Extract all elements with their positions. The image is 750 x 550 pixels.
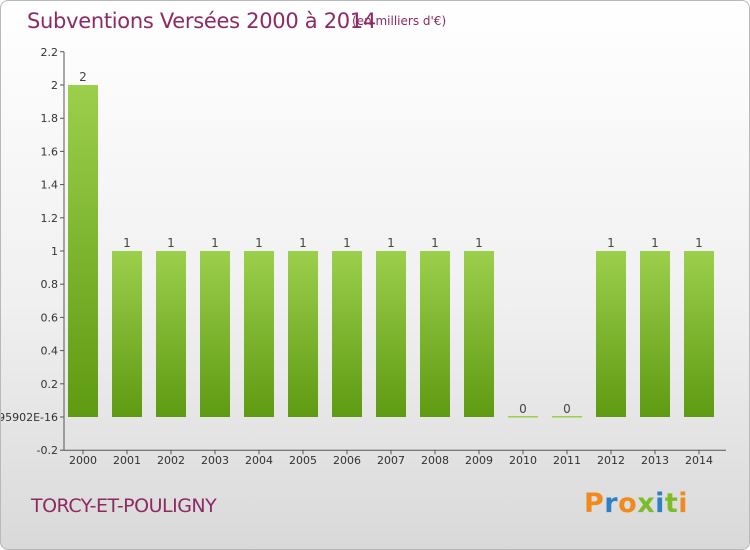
chart-subtitle: (en milliers d'€): [352, 14, 447, 28]
logo-letter: o: [618, 488, 638, 519]
logo-letter: P: [584, 488, 605, 519]
y-tick-label: 2: [51, 79, 58, 92]
y-tick-label: 0.6: [41, 311, 59, 324]
bar: [508, 416, 538, 418]
x-tick-label: 2013: [641, 454, 669, 467]
y-tick-label: 1.2: [41, 212, 59, 225]
x-tick-label: 2005: [289, 454, 317, 467]
y-tick-label: 2.2: [41, 46, 59, 59]
data-label: 1: [387, 236, 395, 250]
bar: [464, 251, 494, 417]
bar: [684, 251, 714, 417]
y-tick-label: -0.2: [37, 444, 58, 457]
bar: [332, 251, 362, 417]
y-tick-label: 1.8: [41, 112, 59, 125]
x-tick-label: 2000: [69, 454, 97, 467]
chart-title: Subventions Versées 2000 à 2014: [27, 9, 376, 33]
x-tick-label: 2011: [553, 454, 581, 467]
data-label: 0: [519, 402, 527, 416]
data-label: 1: [607, 236, 615, 250]
data-label: 1: [475, 236, 483, 250]
logo-letter: t: [664, 488, 679, 519]
bar: [200, 251, 230, 417]
x-tick-label: 2008: [421, 454, 449, 467]
bar: [596, 251, 626, 417]
logo-letter: i: [678, 488, 689, 519]
x-tick-label: 2003: [201, 454, 229, 467]
x-tick-label: 2006: [333, 454, 361, 467]
x-tick-label: 2010: [509, 454, 537, 467]
y-tick-label: 0.4: [41, 345, 59, 358]
data-label: 1: [695, 236, 703, 250]
data-label: 1: [299, 236, 307, 250]
commune-name: TORCY-ET-POULIGNY: [31, 495, 217, 517]
bar: [420, 251, 450, 417]
data-label: 1: [123, 236, 131, 250]
bar: [244, 251, 274, 417]
x-tick-label: 2012: [597, 454, 625, 467]
bar: [552, 416, 582, 418]
data-label: 1: [343, 236, 351, 250]
x-tick-label: 2002: [157, 454, 185, 467]
x-tick-label: 2009: [465, 454, 493, 467]
data-label: 1: [211, 236, 219, 250]
data-label: 1: [431, 236, 439, 250]
proxiti-logo: Proxiti: [584, 488, 688, 519]
y-tick-label: 0.8: [41, 278, 59, 291]
x-tick-label: 2014: [685, 454, 713, 467]
bar: [376, 251, 406, 417]
bar: [68, 85, 98, 417]
y-tick-label: 1: [51, 245, 58, 258]
logo-letter: x: [637, 488, 656, 519]
y-tick-label: 0.2: [41, 378, 59, 391]
x-tick-label: 2004: [245, 454, 273, 467]
y-tick-label: -1.5265566588595902E-16: [1, 411, 58, 424]
data-label: 1: [651, 236, 659, 250]
data-label: 2: [79, 70, 87, 84]
x-tick-label: 2007: [377, 454, 405, 467]
y-tick-label: 1.4: [41, 179, 59, 192]
bar: [288, 251, 318, 417]
data-label: 0: [563, 402, 571, 416]
bar: [156, 251, 186, 417]
bar: [640, 251, 670, 417]
x-tick-label: 2001: [113, 454, 141, 467]
logo-letter: r: [604, 488, 619, 519]
data-label: 1: [255, 236, 263, 250]
data-label: 1: [167, 236, 175, 250]
y-tick-label: 1.6: [41, 145, 59, 158]
logo-letter: i: [655, 488, 665, 519]
bar: [112, 251, 142, 417]
